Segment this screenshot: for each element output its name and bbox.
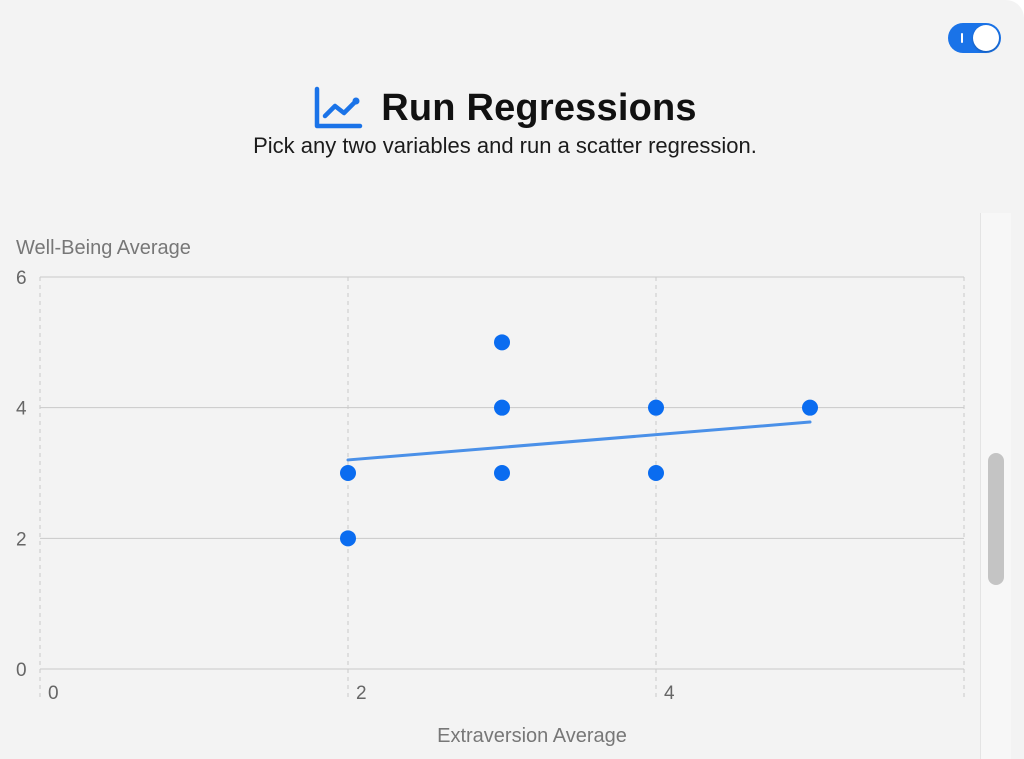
data-point [494,465,510,481]
y-tick-label: 4 [16,399,27,420]
page-title: Run Regressions [381,86,697,129]
data-point [494,334,510,351]
header: Run Regressions [0,78,1010,138]
scatter-plot-svg: 0 2 4 6 0 2 4 Well-Being Average Extraversion Av… [16,237,965,747]
data-point [340,530,356,547]
y-axis-label: Well-Being Average [16,237,191,259]
scatter-chart: 0 2 4 6 0 2 4 Well-Being Average Extraversion Av… [0,213,980,759]
data-point [648,399,664,416]
clipped-chart-title-text: - [590,204,597,213]
clipped-chart-title: - [590,204,620,214]
toggle-switch[interactable] [948,23,1001,53]
x-tick-label: 4 [664,683,675,704]
y-tick-label: 6 [16,268,27,289]
x-axis-label: Extraversion Average [437,725,627,747]
data-point [802,399,818,416]
scrollbar-thumb[interactable] [988,453,1004,585]
x-tick-label: 2 [356,683,367,704]
line-chart-icon [314,86,363,129]
x-tick-label: 0 [48,683,59,704]
page-subtitle: Pick any two variables and run a scatter… [253,133,757,158]
y-tick-label: 2 [16,529,27,550]
regression-line [346,420,812,462]
data-point [340,465,356,481]
y-tick-label: 0 [16,660,27,681]
toggle-knob[interactable] [973,25,999,51]
toggle-on-mark [961,33,963,43]
vertical-scrollbar[interactable] [980,213,1011,759]
data-point [494,399,510,416]
data-point [648,465,664,481]
